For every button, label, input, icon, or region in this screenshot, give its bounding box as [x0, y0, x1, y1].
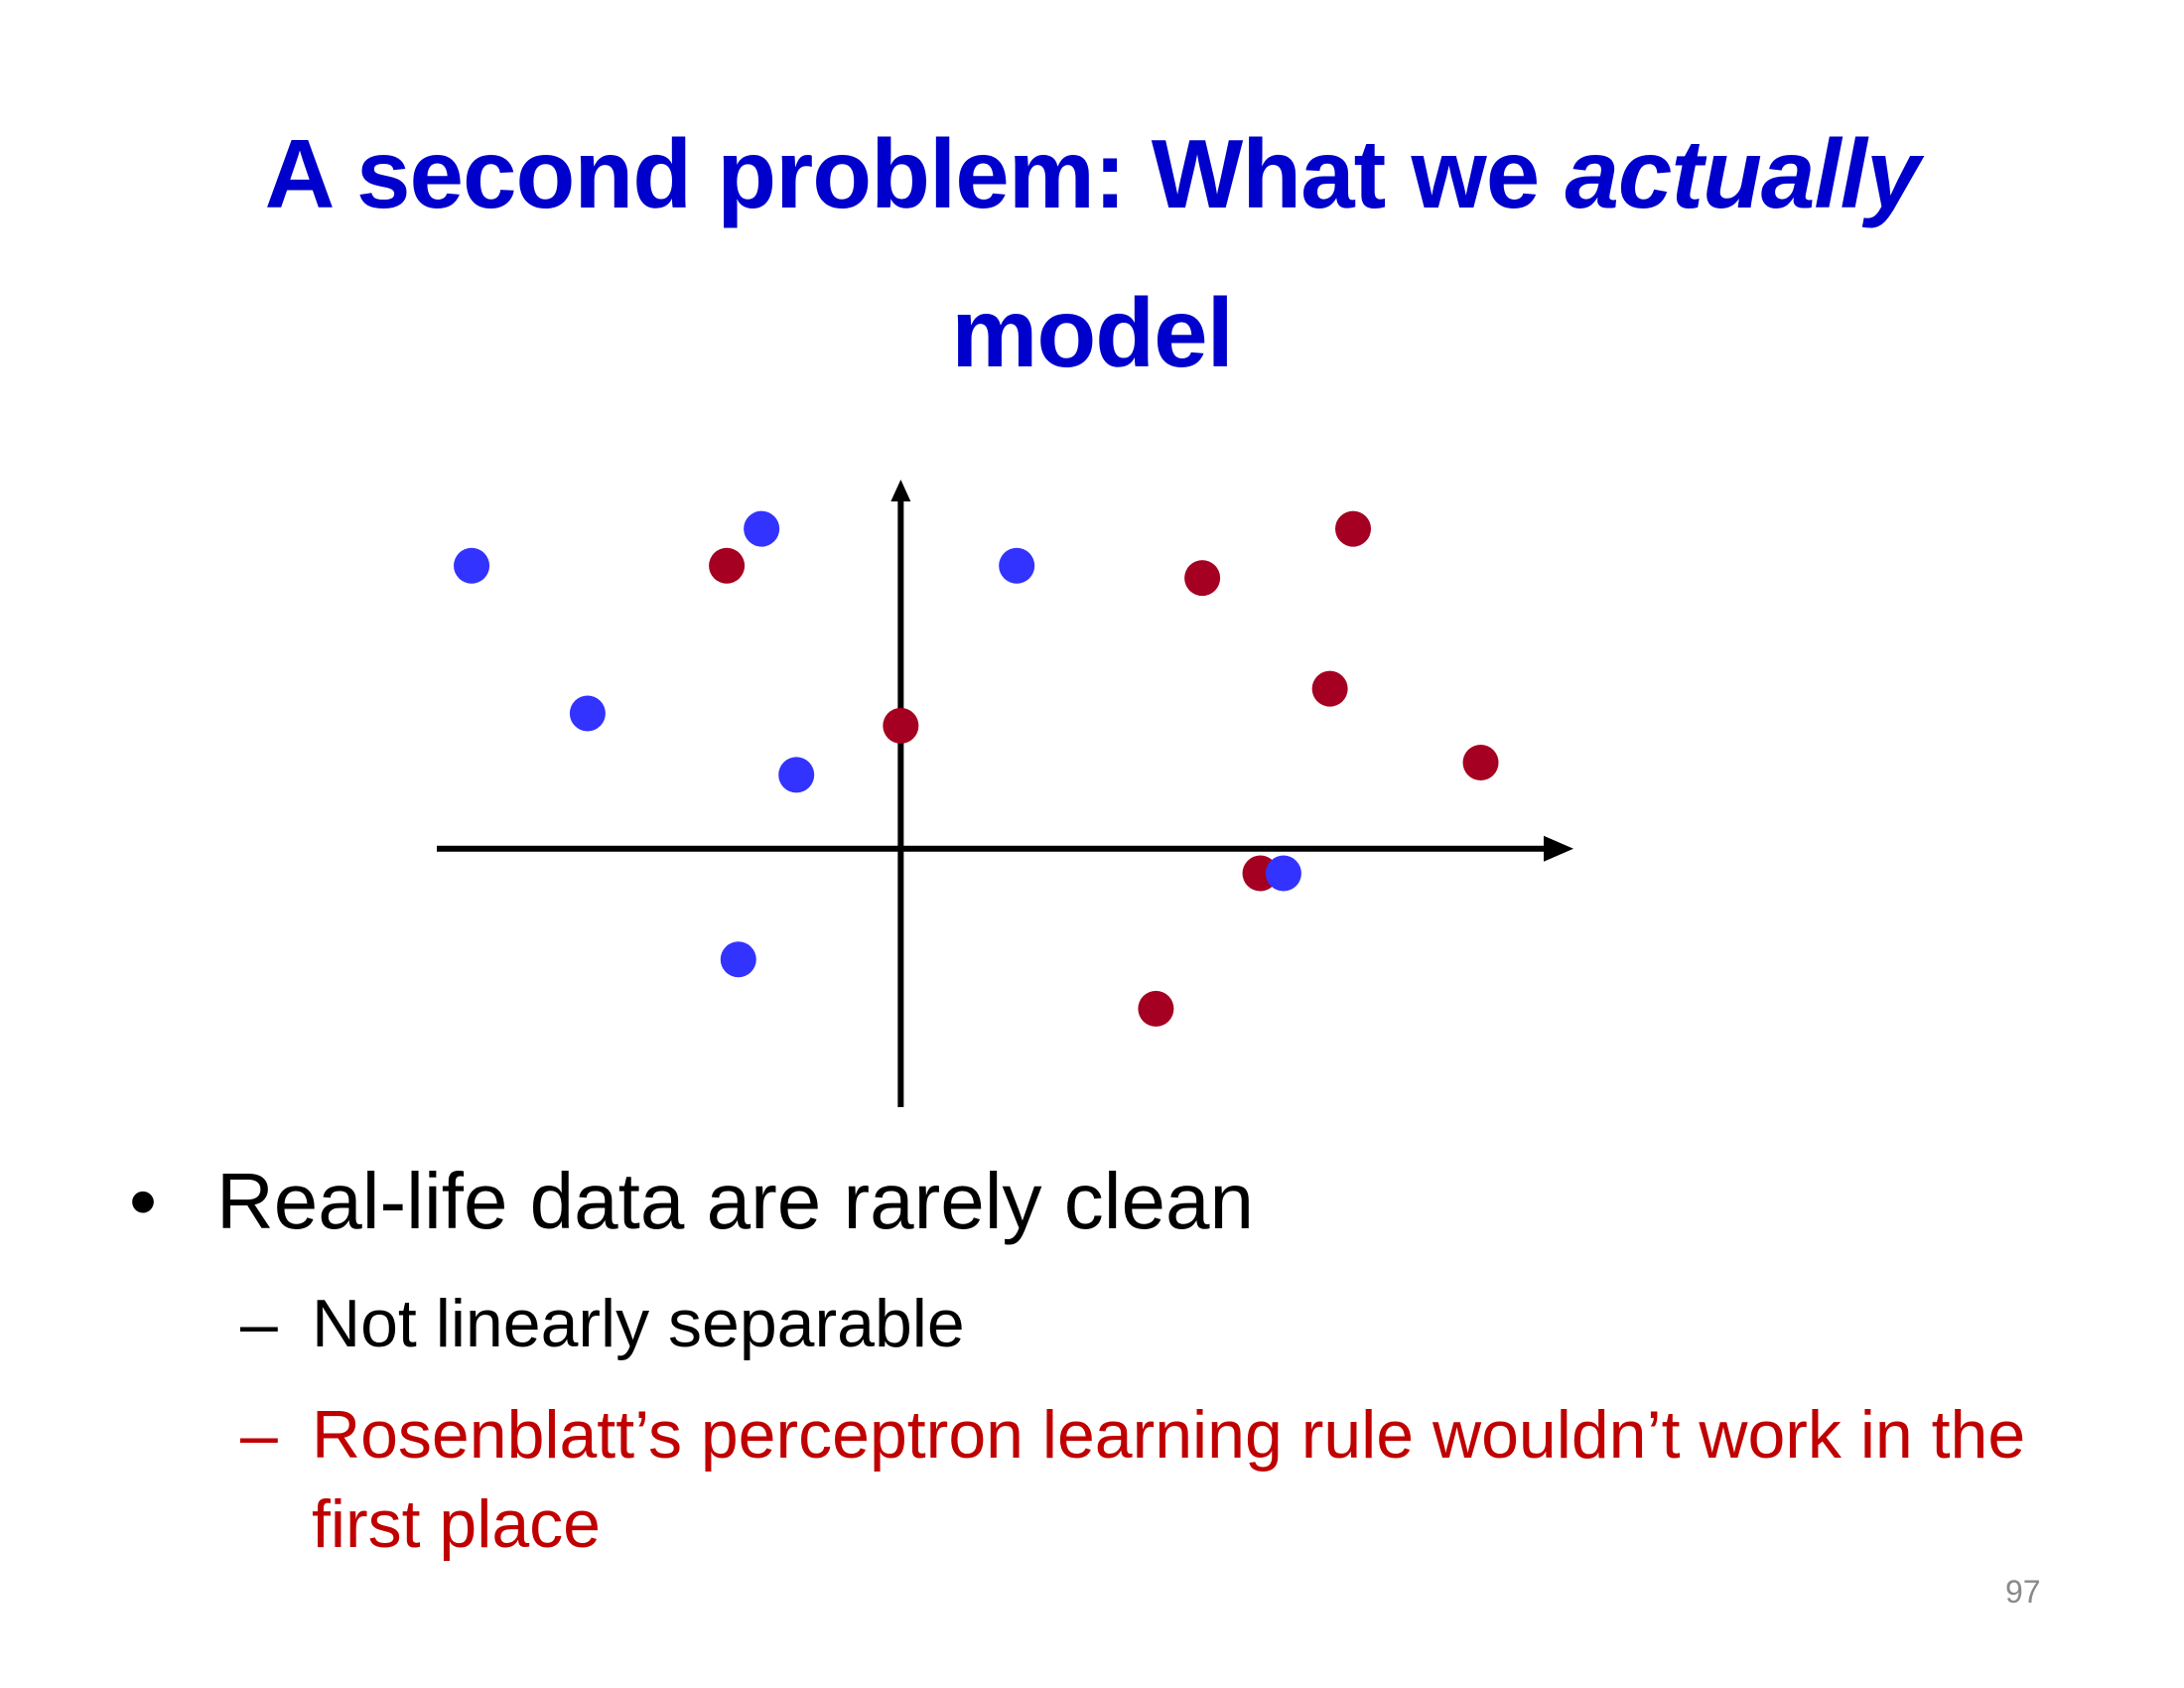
sub-bullet-text-highlight: Rosenblatt’s perceptron learning rule wo…: [312, 1397, 2026, 1562]
red-data-point: [709, 547, 746, 584]
blue-data-point: [999, 547, 1035, 584]
blue-data-point: [778, 757, 815, 793]
sub-bullet-dash: –: [240, 1397, 278, 1473]
bullet-list: • Real-life data are rarely clean – Not …: [129, 1152, 2065, 1569]
title-line-2: model: [951, 278, 1234, 387]
sub-bullet-item: – Not linearly separable: [240, 1279, 2065, 1368]
x-axis-arrow: [1544, 835, 1573, 862]
blue-data-point: [454, 547, 490, 584]
red-data-point: [1311, 670, 1348, 707]
blue-data-point: [569, 695, 606, 732]
data-points: [454, 510, 1499, 1027]
red-data-point: [1462, 745, 1499, 781]
title-line-1: A second problem: What we actually: [99, 94, 2085, 253]
sub-bullet-item: – Rosenblatt’s perceptron learning rule …: [240, 1390, 2065, 1569]
axes: [437, 480, 1573, 1107]
red-data-point: [1138, 990, 1174, 1027]
blue-data-point: [744, 510, 780, 547]
y-axis-arrow: [890, 480, 911, 501]
page-number: 97: [2005, 1574, 2041, 1610]
red-data-point: [1335, 510, 1372, 547]
blue-data-point: [1265, 855, 1301, 892]
red-data-point: [1184, 560, 1221, 597]
slide-title: A second problem: What we actually model: [99, 94, 2085, 412]
title-text: A second problem: What we: [264, 119, 1566, 228]
blue-data-point: [720, 941, 756, 978]
bullet-text: Real-life data are rarely clean: [216, 1157, 1254, 1245]
sub-bullet-dash: –: [240, 1286, 278, 1361]
sub-bullet-text: Not linearly separable: [312, 1286, 965, 1361]
title-emphasis: actually: [1565, 119, 1920, 228]
bullet-item: • Real-life data are rarely clean: [129, 1152, 2065, 1251]
red-data-point: [883, 707, 919, 744]
bullet-dot: •: [129, 1157, 158, 1245]
